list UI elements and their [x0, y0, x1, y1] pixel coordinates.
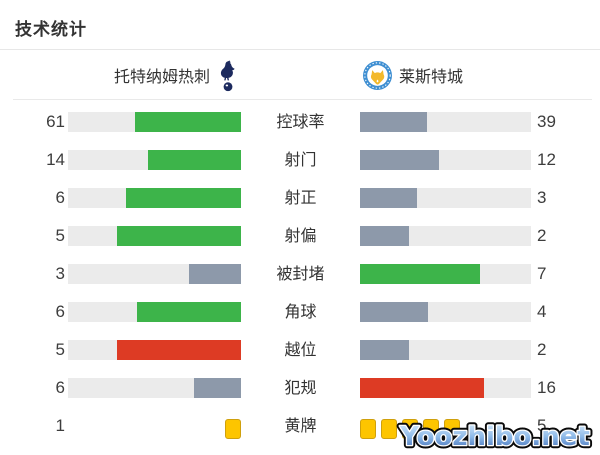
home-stat-bar [68, 226, 241, 246]
home-stat-bar-fill [147, 150, 241, 170]
home-stat-bar [68, 112, 241, 132]
away-stat-bar-fill [360, 226, 409, 246]
away-stat-bar [360, 226, 531, 246]
home-team-name: 托特纳姆热刺 [113, 69, 210, 86]
away-stat-value: 7 [537, 264, 547, 283]
home-stat-value: 6 [55, 302, 65, 321]
stat-label: 黄牌 [284, 418, 317, 435]
away-team: 莱斯特城 [363, 50, 463, 100]
stats-list: 61 控球率 39 14 射门 12 6 射正 3 5 [0, 112, 600, 454]
stat-label: 控球率 [276, 114, 325, 131]
away-stat-value: 2 [537, 226, 547, 245]
home-stat-bar [68, 416, 241, 439]
away-stat-bar-fill [360, 302, 429, 322]
stat-row: 6 角球 4 [0, 302, 600, 340]
away-stat-bar-fill [360, 112, 427, 132]
leicester-crest-icon [363, 60, 392, 90]
stat-label: 射门 [284, 152, 317, 169]
away-stat-value: 5 [537, 416, 547, 435]
away-stat-bar [360, 264, 531, 284]
home-stat-value: 3 [55, 264, 65, 283]
away-stat-bar [360, 112, 531, 132]
stat-row: 14 射门 12 [0, 150, 600, 188]
watermark-logo: Yoozhibo.net Yoozhibo.net Yoozhibo.net [396, 420, 593, 453]
away-stat-bar-fill [360, 264, 480, 284]
away-stat-value: 39 [537, 112, 556, 131]
teams-header: 托特纳姆热刺 莱斯特城 [0, 50, 600, 100]
home-stat-value: 6 [55, 378, 65, 397]
stat-row: 1 黄牌 5 [0, 416, 600, 454]
yellow-card-icon [225, 419, 241, 439]
home-stat-bar-fill [137, 302, 241, 322]
stat-row: 6 射正 3 [0, 188, 600, 226]
home-team: 托特纳姆热刺 [114, 50, 240, 100]
page-title: 技术统计 [15, 20, 87, 39]
home-stat-value: 14 [46, 150, 65, 169]
home-stat-bar-fill [117, 226, 241, 246]
stat-label: 被封堵 [276, 266, 325, 283]
away-stat-value: 2 [537, 340, 547, 359]
away-stat-bar [360, 378, 531, 398]
stat-label: 射正 [284, 190, 317, 207]
yellow-card-icon [444, 419, 460, 439]
stat-row: 61 控球率 39 [0, 112, 600, 150]
away-team-name: 莱斯特城 [399, 69, 464, 86]
away-stat-bar-fill [360, 188, 417, 208]
away-stat-bar [360, 302, 531, 322]
home-stat-bar-fill [125, 188, 241, 208]
stat-label: 射偏 [284, 228, 317, 245]
title-bar: 技术统计 [0, 0, 600, 50]
away-stat-bar-fill [360, 340, 409, 360]
home-stat-bar [68, 378, 241, 398]
away-stat-value: 4 [537, 302, 547, 321]
watermark-text: Yoozhibo.net [399, 422, 590, 452]
away-stat-bar-fill [360, 378, 485, 398]
stat-row: 5 越位 2 [0, 340, 600, 378]
home-stat-bar [68, 188, 241, 208]
home-stat-bar [68, 340, 241, 360]
home-stat-bar-fill [193, 378, 241, 398]
home-stat-value: 5 [55, 226, 65, 245]
home-stat-value: 5 [55, 340, 65, 359]
away-stat-bar [360, 188, 531, 208]
stat-label: 越位 [284, 342, 317, 359]
home-stat-bar-fill [135, 112, 241, 132]
stat-label: 角球 [284, 304, 317, 321]
away-stat-bar-fill [360, 150, 439, 170]
home-stat-bar [68, 150, 241, 170]
stat-row: 6 犯规 16 [0, 378, 600, 416]
home-stat-value: 61 [46, 112, 65, 131]
tottenham-crest-icon [220, 59, 235, 91]
home-stat-value: 6 [55, 188, 65, 207]
yellow-card-icon [402, 419, 418, 439]
away-stat-value: 3 [537, 188, 547, 207]
home-stat-bar [68, 302, 241, 322]
yellow-card-icon [423, 419, 439, 439]
away-stat-bar [360, 150, 531, 170]
away-stat-value: 16 [537, 378, 556, 397]
yellow-card-icon [381, 419, 397, 439]
home-stat-value: 1 [55, 416, 65, 435]
stat-row: 3 被封堵 7 [0, 264, 600, 302]
stat-label: 犯规 [284, 380, 317, 397]
watermark-text-midstroke: Yoozhibo.net [399, 422, 590, 452]
watermark-text-outline: Yoozhibo.net [399, 422, 590, 452]
home-stat-bar-fill [189, 264, 241, 284]
away-stat-value: 12 [537, 150, 556, 169]
away-stat-bar [360, 416, 531, 439]
yellow-card-icon [360, 419, 376, 439]
away-stat-bar [360, 340, 531, 360]
stat-row: 5 射偏 2 [0, 226, 600, 264]
home-stat-bar-fill [117, 340, 241, 360]
home-stat-bar [68, 264, 241, 284]
